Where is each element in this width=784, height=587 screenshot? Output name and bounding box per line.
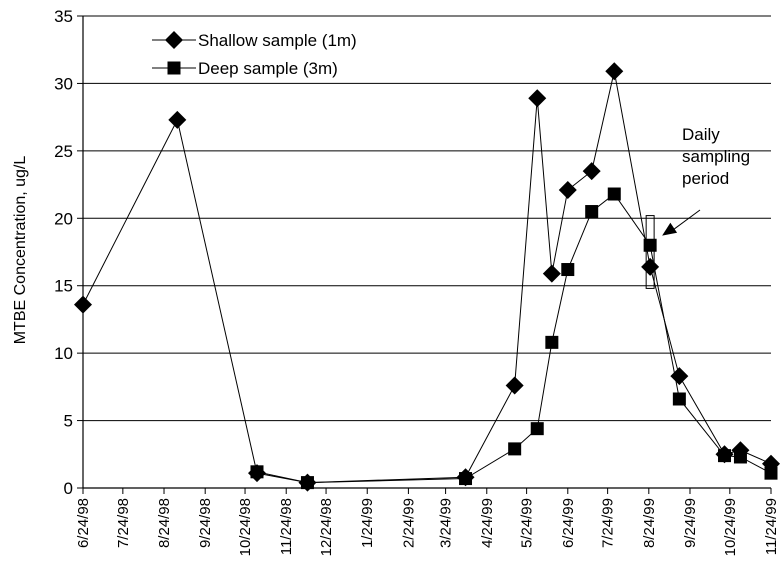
gridlines [77, 15, 771, 489]
series-1-point-13 [764, 466, 778, 480]
series-1-point-4 [530, 422, 544, 436]
series-1-point-2 [459, 472, 473, 486]
x-tick-label-6: 12/24/98 [318, 498, 335, 556]
x-tick-label-0: 6/24/98 [75, 498, 92, 548]
series-1-point-0 [250, 465, 264, 479]
series-1-point-9 [643, 238, 657, 252]
series-0-point-9 [582, 162, 601, 181]
legend: Shallow sample (1m) Deep sample (3m) [152, 31, 357, 78]
series-1-point-3 [508, 442, 522, 456]
y-tick-label-0: 0 [64, 479, 73, 498]
series-0-point-12 [670, 367, 689, 386]
x-tick-label-15: 9/24/99 [682, 498, 699, 548]
series-1-point-6 [561, 263, 575, 277]
y-tick-label-4: 20 [54, 209, 73, 228]
series-1-point-5 [545, 335, 559, 349]
x-tick-label-9: 3/24/99 [438, 498, 455, 548]
y-tick-labels: 0 5 10 15 20 25 30 35 [54, 7, 73, 498]
series-1-point-1 [300, 476, 314, 490]
axes [82, 16, 772, 494]
x-tick-label-16: 10/24/99 [722, 498, 739, 556]
x-tick-label-2: 8/24/98 [156, 498, 173, 548]
x-tick-label-14: 8/24/99 [641, 498, 658, 548]
series-0-point-8 [558, 180, 577, 199]
y-tick-label-5: 25 [54, 142, 73, 161]
x-tick-label-17: 11/24/99 [763, 498, 780, 555]
legend-label-1: Deep sample (3m) [198, 59, 338, 78]
series-1 [250, 187, 778, 490]
legend-marker-1 [167, 61, 181, 75]
x-tick-label-5: 11/24/98 [278, 498, 295, 555]
series-0-point-5 [505, 376, 524, 395]
y-tick-label-6: 30 [54, 74, 73, 93]
series-0-point-1 [168, 110, 187, 129]
legend-marker-0 [165, 31, 183, 49]
series-0-point-10 [605, 62, 624, 81]
x-tick-label-12: 6/24/99 [560, 498, 577, 548]
annotation-text-line-0: Daily [682, 125, 720, 144]
x-tick-label-1: 7/24/98 [115, 498, 132, 548]
series-group [74, 62, 780, 492]
y-tick-label-7: 35 [54, 7, 73, 26]
annotation-arrow-head [662, 222, 678, 236]
x-tick-label-10: 4/24/99 [479, 498, 496, 548]
series-1-point-10 [672, 392, 686, 406]
series-line-0 [82, 71, 772, 484]
series-1-point-12 [733, 450, 747, 464]
y-tick-label-3: 15 [54, 277, 73, 296]
series-0-point-11 [641, 257, 660, 276]
x-tick-label-13: 7/24/99 [600, 498, 617, 548]
legend-label-0: Shallow sample (1m) [198, 31, 357, 50]
y-axis-label: MTBE Concentration, ug/L [12, 156, 29, 345]
series-0-point-7 [542, 264, 561, 283]
series-0-point-0 [74, 295, 92, 314]
x-tick-label-4: 10/24/98 [237, 498, 254, 556]
y-tick-label-1: 5 [64, 412, 73, 431]
annotation-text-line-1: sampling [682, 147, 750, 166]
y-tick-label-2: 10 [54, 344, 73, 363]
annotation-box-0 [645, 215, 655, 289]
annotation-text-line-2: period [682, 169, 729, 188]
series-line-1 [256, 193, 772, 484]
series-0 [74, 62, 780, 492]
series-1-point-7 [585, 205, 599, 219]
annotation-arrow-line [671, 209, 701, 231]
x-tick-label-3: 9/24/98 [197, 498, 214, 548]
series-1-point-8 [607, 187, 621, 201]
series-0-point-6 [528, 89, 547, 108]
series-1-point-11 [718, 449, 732, 463]
x-tick-label-7: 1/24/99 [359, 498, 376, 548]
annotation-group: Daily sampling period [645, 125, 750, 289]
x-tick-label-11: 5/24/99 [519, 498, 536, 548]
x-tick-label-8: 2/24/99 [400, 498, 417, 548]
x-tick-labels: 6/24/98 7/24/98 8/24/98 9/24/98 10/24/98 11/2… [75, 498, 780, 556]
